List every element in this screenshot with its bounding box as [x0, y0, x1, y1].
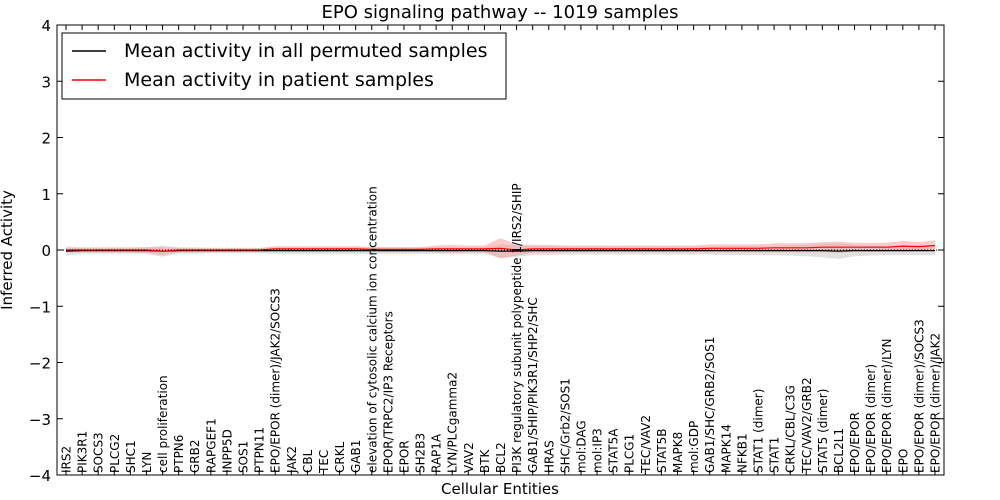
x-tick-label: STAT5 (dimer)	[816, 389, 830, 473]
x-tick-label: mol:GDP	[687, 421, 701, 473]
x-tick-label: STAT1 (dimer)	[752, 389, 766, 473]
x-tick-label: EPO	[896, 449, 910, 473]
x-tick-label: CRKL/CBL/C3G	[784, 385, 798, 473]
x-tick-label: EPO/EPOR	[848, 412, 862, 473]
x-tick-label: BTK	[478, 448, 492, 473]
x-tick-label: SH2B3	[414, 433, 428, 473]
x-tick-label: JAK2	[285, 446, 299, 474]
x-tick-label: TEC	[317, 450, 331, 474]
x-tick-label: EPO/EPOR (dimer)/JAK2	[929, 333, 943, 473]
x-tick-label: NFKB1	[735, 433, 749, 473]
y-tick-label: −4	[29, 467, 51, 485]
y-tick-label: −3	[29, 411, 51, 429]
line-series-0	[65, 250, 935, 252]
x-tick-label: STAT1	[768, 437, 782, 473]
y-tick-label: 0	[41, 242, 51, 260]
y-tick-label: −2	[29, 355, 51, 373]
legend-label-permuted: Mean activity in all permuted samples	[124, 40, 487, 62]
x-tick-label: PIK3R1	[76, 431, 90, 473]
x-tick-label: EPO/EPOR (dimer)/JAK2/SOCS3	[269, 288, 283, 473]
legend-label-patient: Mean activity in patient samples	[124, 69, 434, 91]
x-tick-label: GRB2	[188, 439, 202, 473]
x-tick-label: SHC/Grb2/SOS1	[558, 378, 572, 473]
x-tick-label: PTPN6	[172, 435, 186, 473]
x-tick-label: mol:IP3	[591, 428, 605, 473]
x-tick-label: INPP5D	[220, 429, 234, 473]
x-tick-label: HRAS	[542, 440, 556, 473]
x-tick-label: RAP1A	[430, 433, 444, 473]
x-axis-label: Cellular Entities	[441, 480, 559, 498]
x-tick-label: EPOR	[397, 440, 411, 473]
x-tick-label: EPO/EPOR (dimer)	[864, 364, 878, 473]
x-tick-label: GAB1/SHC/GRB2/SOS1	[703, 337, 717, 473]
y-axis-ticks: −4 −3 −2 −1 0 1 2 3 4	[29, 17, 944, 485]
x-tick-label: SOCS3	[92, 432, 106, 473]
y-axis-label: Inferred Activity	[0, 190, 16, 310]
x-tick-label: IRS2	[60, 446, 74, 473]
x-tick-label: BCL2	[494, 442, 508, 473]
x-tick-label: PI3K regulatory subunit polypeptide 1/IR…	[510, 183, 524, 473]
x-tick-label: mol:DAG	[575, 420, 589, 473]
legend-box	[61, 32, 507, 100]
x-tick-label: RAPGEF1	[204, 418, 218, 473]
y-tick-label: 1	[41, 186, 51, 204]
y-tick-label: 2	[41, 130, 51, 148]
x-tick-label: EPO/EPOR (dimer)/SOCS3	[912, 319, 926, 473]
y-tick-label: 3	[41, 73, 51, 91]
x-tick-label: GAB1	[349, 440, 363, 473]
legend: Mean activity in all permuted samples Me…	[61, 32, 507, 100]
x-tick-label: MAPK8	[671, 432, 685, 473]
x-tick-label: SHC1	[124, 440, 138, 473]
x-tick-label: TEC/VAV2	[639, 415, 653, 474]
x-tick-label: BCL2L1	[832, 428, 846, 473]
x-tick-label: GAB1/SHIP/PIK3R1/SHP2/SHC	[526, 297, 540, 473]
x-tick-label: TEC/VAV2/GRB2	[800, 377, 814, 474]
x-tick-label: PLCG2	[108, 434, 122, 473]
x-axis-ticks: IRS2 PIK3R1 SOCS3 PLCG2 SHC1 LYN cell prolifer…	[60, 25, 943, 475]
x-tick-label: EPO/EPOR (dimer)/LYN	[880, 339, 894, 473]
x-tick-label: CBL	[301, 449, 315, 473]
x-tick-label: LYN	[140, 452, 154, 473]
x-tick-label: CRKL	[333, 441, 347, 473]
x-tick-label: cell proliferation	[156, 375, 170, 473]
y-tick-label: −1	[29, 298, 51, 316]
x-tick-label: STAT5A	[607, 428, 621, 473]
chart-title: EPO signaling pathway -- 1019 samples	[321, 2, 678, 23]
y-tick-label: 4	[41, 17, 51, 35]
x-tick-label: PTPN11	[253, 427, 267, 473]
x-tick-label: LYN/PLCgamma2	[446, 372, 460, 473]
x-tick-label: EPOR/TRPC2/IP3 Receptors	[381, 311, 395, 473]
x-tick-label: MAPK14	[719, 424, 733, 473]
series-lines	[57, 244, 944, 252]
x-tick-label: STAT5B	[655, 429, 669, 474]
x-tick-label: SOS1	[237, 441, 251, 473]
x-tick-label: elevation of cytosolic calcium ion conce…	[365, 186, 379, 473]
x-tick-label: PLCG1	[623, 434, 637, 473]
x-tick-label: VAV2	[462, 442, 476, 473]
